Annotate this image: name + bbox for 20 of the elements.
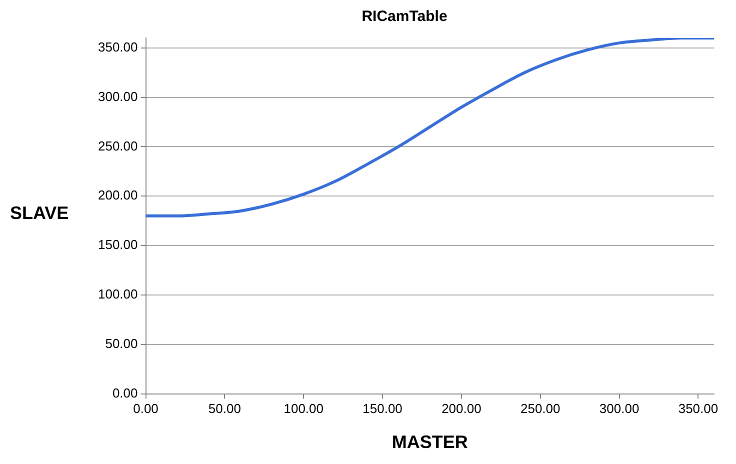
line-series [146, 38, 714, 218]
x-tick-label: 300.00 [599, 401, 640, 416]
y-tick-label: 300.00 [98, 88, 138, 104]
y-tick-label: 50.00 [105, 336, 138, 351]
y-tick-label: 200.00 [98, 188, 138, 203]
x-tick-label: 0.00 [133, 401, 158, 416]
x-axis-title: MASTER [392, 432, 468, 452]
x-tick-label: 200.00 [442, 401, 482, 416]
x-tick-label: 100.00 [284, 401, 324, 416]
chart-title: RICamTable [362, 8, 448, 26]
y-tick-label: 250.00 [98, 138, 138, 154]
x-tick-label: 150.00 [362, 401, 402, 416]
y-tick-label: 100.00 [98, 286, 138, 302]
y-tick-label: 0.00 [112, 385, 138, 400]
y-tick-label: 350.00 [98, 39, 138, 54]
x-tick-label: 250.00 [520, 401, 560, 416]
y-axis-title: SLAVE [10, 202, 69, 223]
x-tick-label: 50.00 [208, 401, 241, 416]
y-tick-label: 150.00 [98, 237, 138, 252]
x-tick-label: 350.00 [678, 401, 718, 416]
